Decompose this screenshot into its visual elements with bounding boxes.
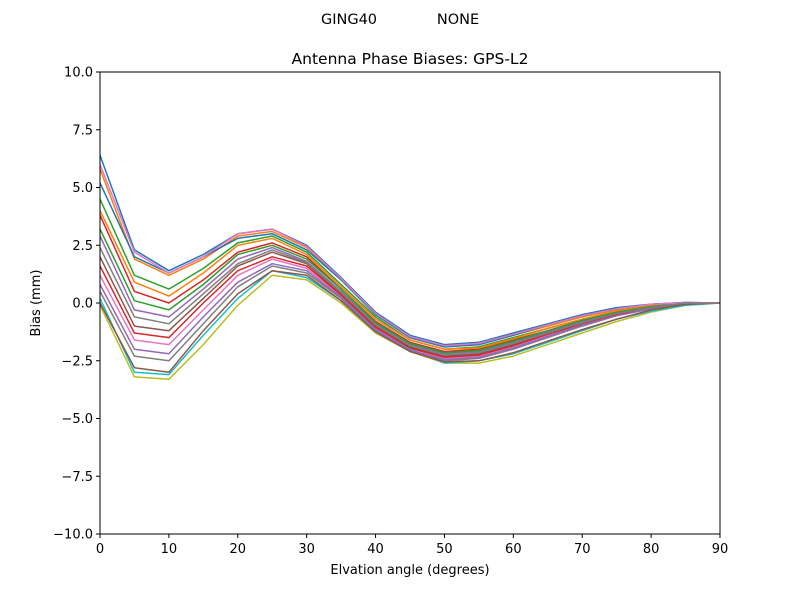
series-line-14	[100, 256, 720, 359]
y-tick-label: −2.5	[61, 354, 93, 369]
y-tick-label: 0.0	[72, 297, 93, 312]
series-line-18	[100, 247, 720, 356]
x-tick-label: 50	[436, 542, 453, 557]
y-axis-label: Bias (mm)	[29, 270, 44, 337]
y-tick-label: −5.0	[61, 412, 93, 427]
x-tick-label: 90	[712, 542, 729, 557]
x-tick-label: 20	[230, 542, 247, 557]
series-line-15	[100, 262, 720, 361]
series-line-11	[100, 182, 720, 348]
series-group	[100, 154, 720, 380]
y-tick-label: −7.5	[61, 470, 93, 485]
chart-title: Antenna Phase Biases: GPS-L2	[292, 50, 529, 68]
figure-suptitle-right: NONE	[437, 12, 479, 28]
plot-area	[100, 154, 720, 380]
series-line-16	[100, 269, 720, 374]
x-tick-label: 80	[643, 542, 660, 557]
y-tick-label: 10.0	[64, 66, 93, 81]
y-tick-label: −10.0	[53, 528, 93, 543]
series-line-17	[100, 164, 720, 347]
x-tick-label: 60	[505, 542, 522, 557]
y-tick-label: 7.5	[72, 123, 93, 138]
x-tick-label: 0	[96, 542, 104, 557]
y-tick-label: 2.5	[72, 239, 93, 254]
x-tick-label: 10	[161, 542, 178, 557]
figure-suptitle-left: GING40	[321, 12, 377, 28]
x-tick-label: 70	[574, 542, 591, 557]
series-line-3	[100, 198, 720, 350]
series-line-1	[100, 154, 720, 346]
series-line-13	[100, 228, 720, 354]
x-axis-ticks: 0 10 20 30 40 50 60 70 80 90	[96, 534, 728, 557]
x-tick-label: 30	[298, 542, 315, 557]
series-line-4	[100, 214, 720, 353]
y-axis-ticks: −10.0 −7.5 −5.0 −2.5 0.0 2.5 5.0 7.5 10.0	[53, 66, 100, 543]
y-tick-label: 5.0	[72, 181, 93, 196]
x-tick-label: 40	[367, 542, 384, 557]
x-axis-label: Elvation angle (degrees)	[330, 563, 489, 578]
series-line-12	[100, 210, 720, 350]
